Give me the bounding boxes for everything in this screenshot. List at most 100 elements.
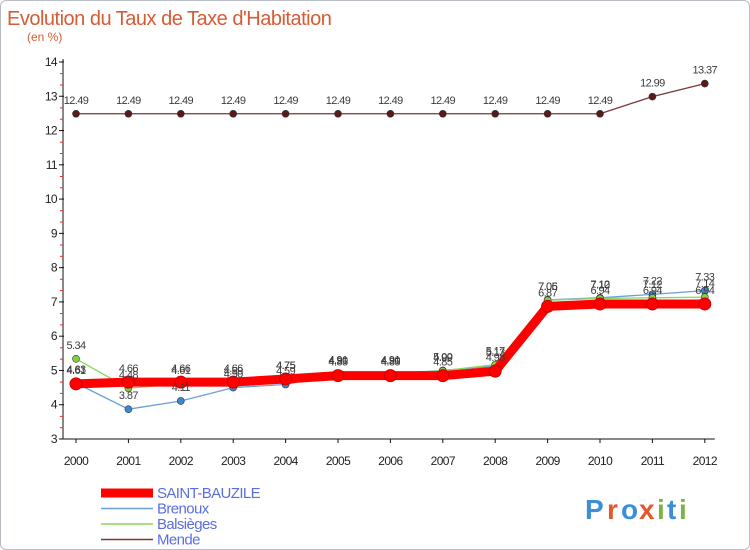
data-label-mende-2009: 12.49 [535, 95, 560, 107]
data-label-balsi-ges-2007: 4.99 [433, 352, 452, 364]
point-saint-bauzile-2012 [698, 297, 712, 311]
x-tick-label-2000: 2000 [64, 454, 89, 468]
point-saint-bauzile-2004 [279, 372, 293, 386]
data-label-saint-bauzile-2009: 6.87 [538, 287, 557, 299]
data-label-mende-2003: 12.49 [221, 95, 246, 107]
point-saint-bauzile-2001 [121, 375, 135, 389]
logo-letter-2: o [621, 494, 638, 525]
legend-label-mende: Mende [157, 532, 200, 549]
legend-label-brenoux: Brenoux [157, 501, 210, 518]
point-mende-2008 [491, 109, 500, 118]
x-tick-label-2004: 2004 [273, 454, 298, 468]
point-saint-bauzile-2006 [383, 369, 397, 383]
data-label-mende-2000: 12.49 [64, 95, 89, 107]
data-label-brenoux-2007: 5.00 [433, 351, 452, 363]
data-label-saint-bauzile-2000: 4.61 [66, 365, 85, 377]
data-label-brenoux-2009: 7.06 [538, 281, 557, 293]
data-label-saint-bauzile-2008: 4.98 [486, 352, 505, 364]
series-saint-bauzile [69, 297, 712, 391]
point-mende-2007 [438, 109, 447, 118]
point-saint-bauzile-2011 [645, 297, 659, 311]
x-tick-label-2007: 2007 [431, 454, 456, 468]
data-label-brenoux-2006: 4.90 [381, 355, 400, 367]
axes: 3 4 5 6 7 8 9 10 11 12 13 14 2000 2001 2002 2003 2004 200… [45, 55, 719, 468]
point-mende-2009 [543, 109, 552, 118]
point-mende-2002 [177, 109, 185, 118]
data-label-balsi-ges-2012: 7.14 [695, 278, 714, 290]
point-mende-2006 [386, 109, 395, 118]
y-tick-label-4: 4 [51, 398, 58, 412]
data-label-mende-2004: 12.49 [273, 95, 298, 107]
data-label-mende-2008: 12.49 [483, 95, 508, 107]
data-label-balsi-ges-2002: 4.61 [171, 365, 190, 377]
data-label-balsi-ges-2000: 5.34 [66, 340, 85, 352]
logo-letter-6: i [679, 494, 687, 525]
data-label-brenoux-2008: 5.13 [486, 347, 505, 359]
logo-letter-3: x [639, 494, 655, 525]
x-tick-label-2012: 2012 [693, 454, 718, 468]
y-tick-label-6: 6 [51, 329, 58, 343]
data-label-balsi-ges-2005: 4.91 [328, 355, 347, 367]
y-tick-label-8: 8 [51, 261, 58, 275]
data-label-balsi-ges-2008: 5.17 [486, 346, 505, 358]
y-tick-label-3: 3 [51, 432, 58, 446]
point-saint-bauzile-2009 [541, 299, 555, 313]
point-saint-bauzile-2003 [226, 375, 240, 389]
point-saint-bauzile-2008 [488, 364, 502, 378]
data-label-brenoux-2002: 4.11 [172, 382, 191, 394]
data-label-balsi-ges-2010: 7.10 [590, 279, 609, 291]
logo-letter-5: t [667, 494, 676, 525]
data-label-saint-bauzile-2007: 4.85 [433, 357, 452, 369]
data-label-balsi-ges-2006: 4.91 [381, 355, 400, 367]
y-tick-label-11: 11 [46, 158, 58, 172]
y-tick-label-14: 14 [45, 55, 58, 69]
data-label-balsi-ges-2001: 4.48 [119, 369, 138, 381]
data-label-balsi-ges-2009: 7.05 [538, 281, 557, 293]
point-brenoux-2001 [124, 405, 133, 413]
data-label-mende-2007: 12.49 [431, 95, 456, 107]
data-label-saint-bauzile-2012: 6.94 [695, 285, 714, 297]
legend-label-saint-bauzile: SAINT-BAUZILE [157, 485, 261, 502]
point-mende-2001 [124, 109, 133, 118]
point-brenoux-2002 [177, 397, 185, 405]
data-label-brenoux-2003: 4.50 [224, 369, 243, 381]
chart-title: Evolution du Taux de Taxe d'Habitation [7, 8, 331, 30]
point-saint-bauzile-2000 [69, 377, 83, 391]
chart-subtitle: (en %) [27, 30, 62, 44]
point-balsi-ges-2000 [72, 355, 80, 363]
data-label-mende-2010: 12.49 [588, 95, 613, 107]
data-label-brenoux-2011: 7.22 [643, 275, 662, 287]
data-label-brenoux-2000: 4.63 [66, 364, 85, 376]
x-tick-label-2001: 2001 [116, 454, 141, 468]
x-tick-label-2002: 2002 [169, 454, 194, 468]
y-tick-label-12: 12 [45, 124, 58, 138]
series-layer [69, 79, 712, 413]
data-label-balsi-ges-2011: 7.12 [643, 279, 662, 291]
point-mende-2012 [700, 79, 709, 88]
data-label-saint-bauzile-2002: 4.66 [171, 363, 190, 375]
logo-letter-1: r [607, 494, 618, 525]
point-mende-2011 [648, 92, 657, 101]
x-tick-label-2006: 2006 [378, 454, 403, 468]
point-saint-bauzile-2010 [593, 297, 607, 311]
x-tick-label-2009: 2009 [535, 454, 560, 468]
x-tick-label-2008: 2008 [483, 454, 508, 468]
data-label-brenoux-2010: 7.12 [590, 279, 609, 291]
data-label-saint-bauzile-2003: 4.66 [224, 363, 243, 375]
x-tick-label-2003: 2003 [221, 454, 246, 468]
data-label-mende-2006: 12.49 [378, 95, 403, 107]
point-saint-bauzile-2007 [436, 369, 450, 383]
point-mende-2005 [334, 109, 342, 118]
y-tick-label-7: 7 [51, 295, 58, 309]
y-tick-label-10: 10 [45, 192, 58, 206]
data-labels: 12.49 12.49 12.49 12.49 12.49 12.49 12.49 12.49… [64, 65, 718, 403]
point-mende-2000 [72, 109, 80, 118]
data-label-brenoux-2012: 7.33 [695, 272, 714, 284]
logo-letter-0: P [585, 494, 604, 525]
legend-label-balsi-ges: Balsièges [157, 516, 217, 533]
data-label-saint-bauzile-2010: 6.94 [590, 285, 609, 297]
data-label-saint-bauzile-2011: 6.94 [643, 285, 662, 297]
